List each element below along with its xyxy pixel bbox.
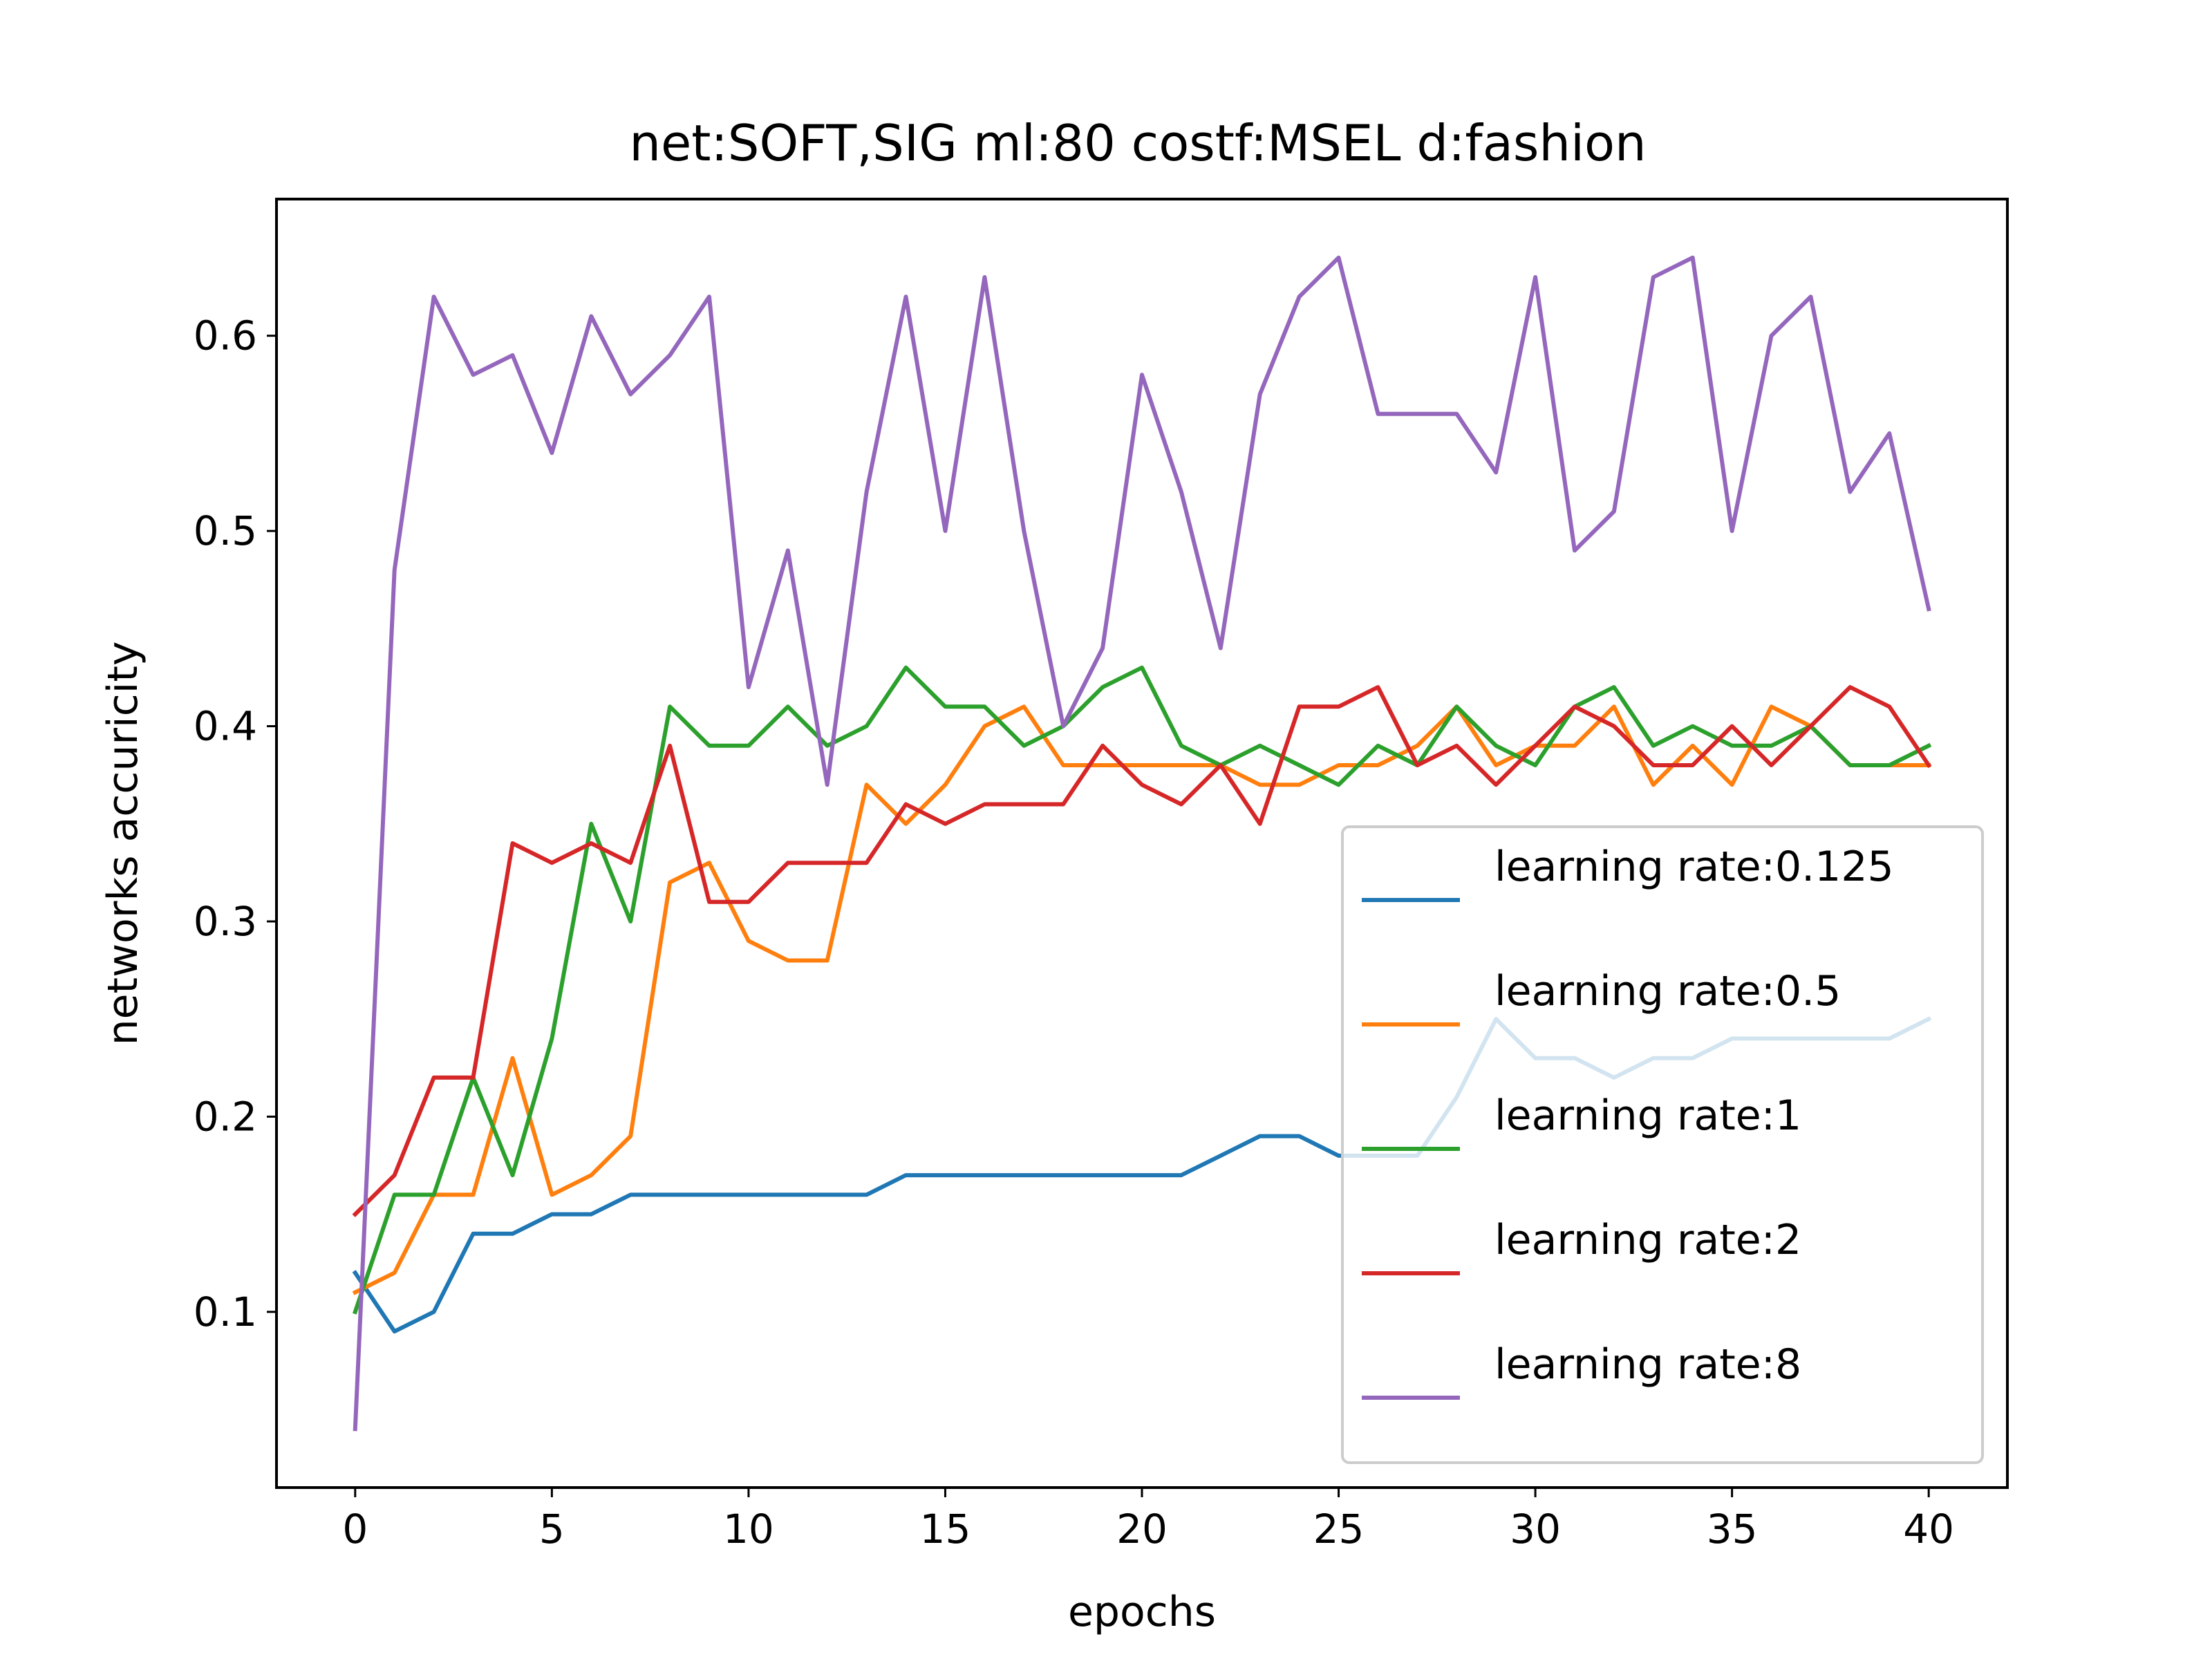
y-tick-label: 0.1 <box>194 1288 257 1335</box>
series-line-3 <box>352 685 1932 1217</box>
y-axis: 0.1 0.2 0.3 0.4 0.5 0.6 <box>194 312 276 1335</box>
x-tick-label: 20 <box>1116 1506 1168 1553</box>
x-tick-label: 5 <box>539 1506 565 1553</box>
x-axis-label: epochs <box>1068 1588 1216 1636</box>
legend: learning rate:0.125 learning rate:0.5 lear… <box>1341 825 1984 1464</box>
series-line-4 <box>353 255 1931 1432</box>
y-tick-label: 0.3 <box>194 898 257 945</box>
legend-label: learning rate:0.5 <box>1494 967 1841 1015</box>
series-line-1 <box>352 704 1931 1295</box>
x-tick-label: 15 <box>920 1506 971 1553</box>
x-axis: 0 5 10 15 20 25 30 35 40 <box>342 1488 1954 1553</box>
x-tick-label: 25 <box>1313 1506 1365 1553</box>
legend-label: learning rate:0.125 <box>1494 843 1894 891</box>
series-layer <box>352 255 1932 1432</box>
x-tick-label: 40 <box>1903 1506 1954 1553</box>
x-tick-label: 0 <box>342 1506 368 1553</box>
x-tick-label: 35 <box>1707 1506 1758 1553</box>
legend-label: learning rate:2 <box>1494 1216 1801 1264</box>
legend-items: learning rate:0.125 learning rate:0.5 lear… <box>1362 843 1894 1400</box>
x-tick-label: 30 <box>1510 1506 1561 1553</box>
y-tick-label: 0.6 <box>194 312 257 359</box>
legend-label: learning rate:8 <box>1494 1340 1801 1389</box>
legend-label: learning rate:1 <box>1494 1091 1801 1140</box>
y-tick-label: 0.4 <box>194 703 257 750</box>
chart-title: net:SOFT,SIG ml:80 costf:MSEL d:fashion <box>629 114 1646 172</box>
y-tick-label: 0.2 <box>194 1093 257 1140</box>
x-tick-label: 10 <box>723 1506 774 1553</box>
legend-box <box>1341 825 1984 1464</box>
y-axis-label: networks accuricity <box>99 641 147 1046</box>
series-line-2 <box>353 665 1932 1315</box>
y-tick-label: 0.5 <box>194 507 257 554</box>
